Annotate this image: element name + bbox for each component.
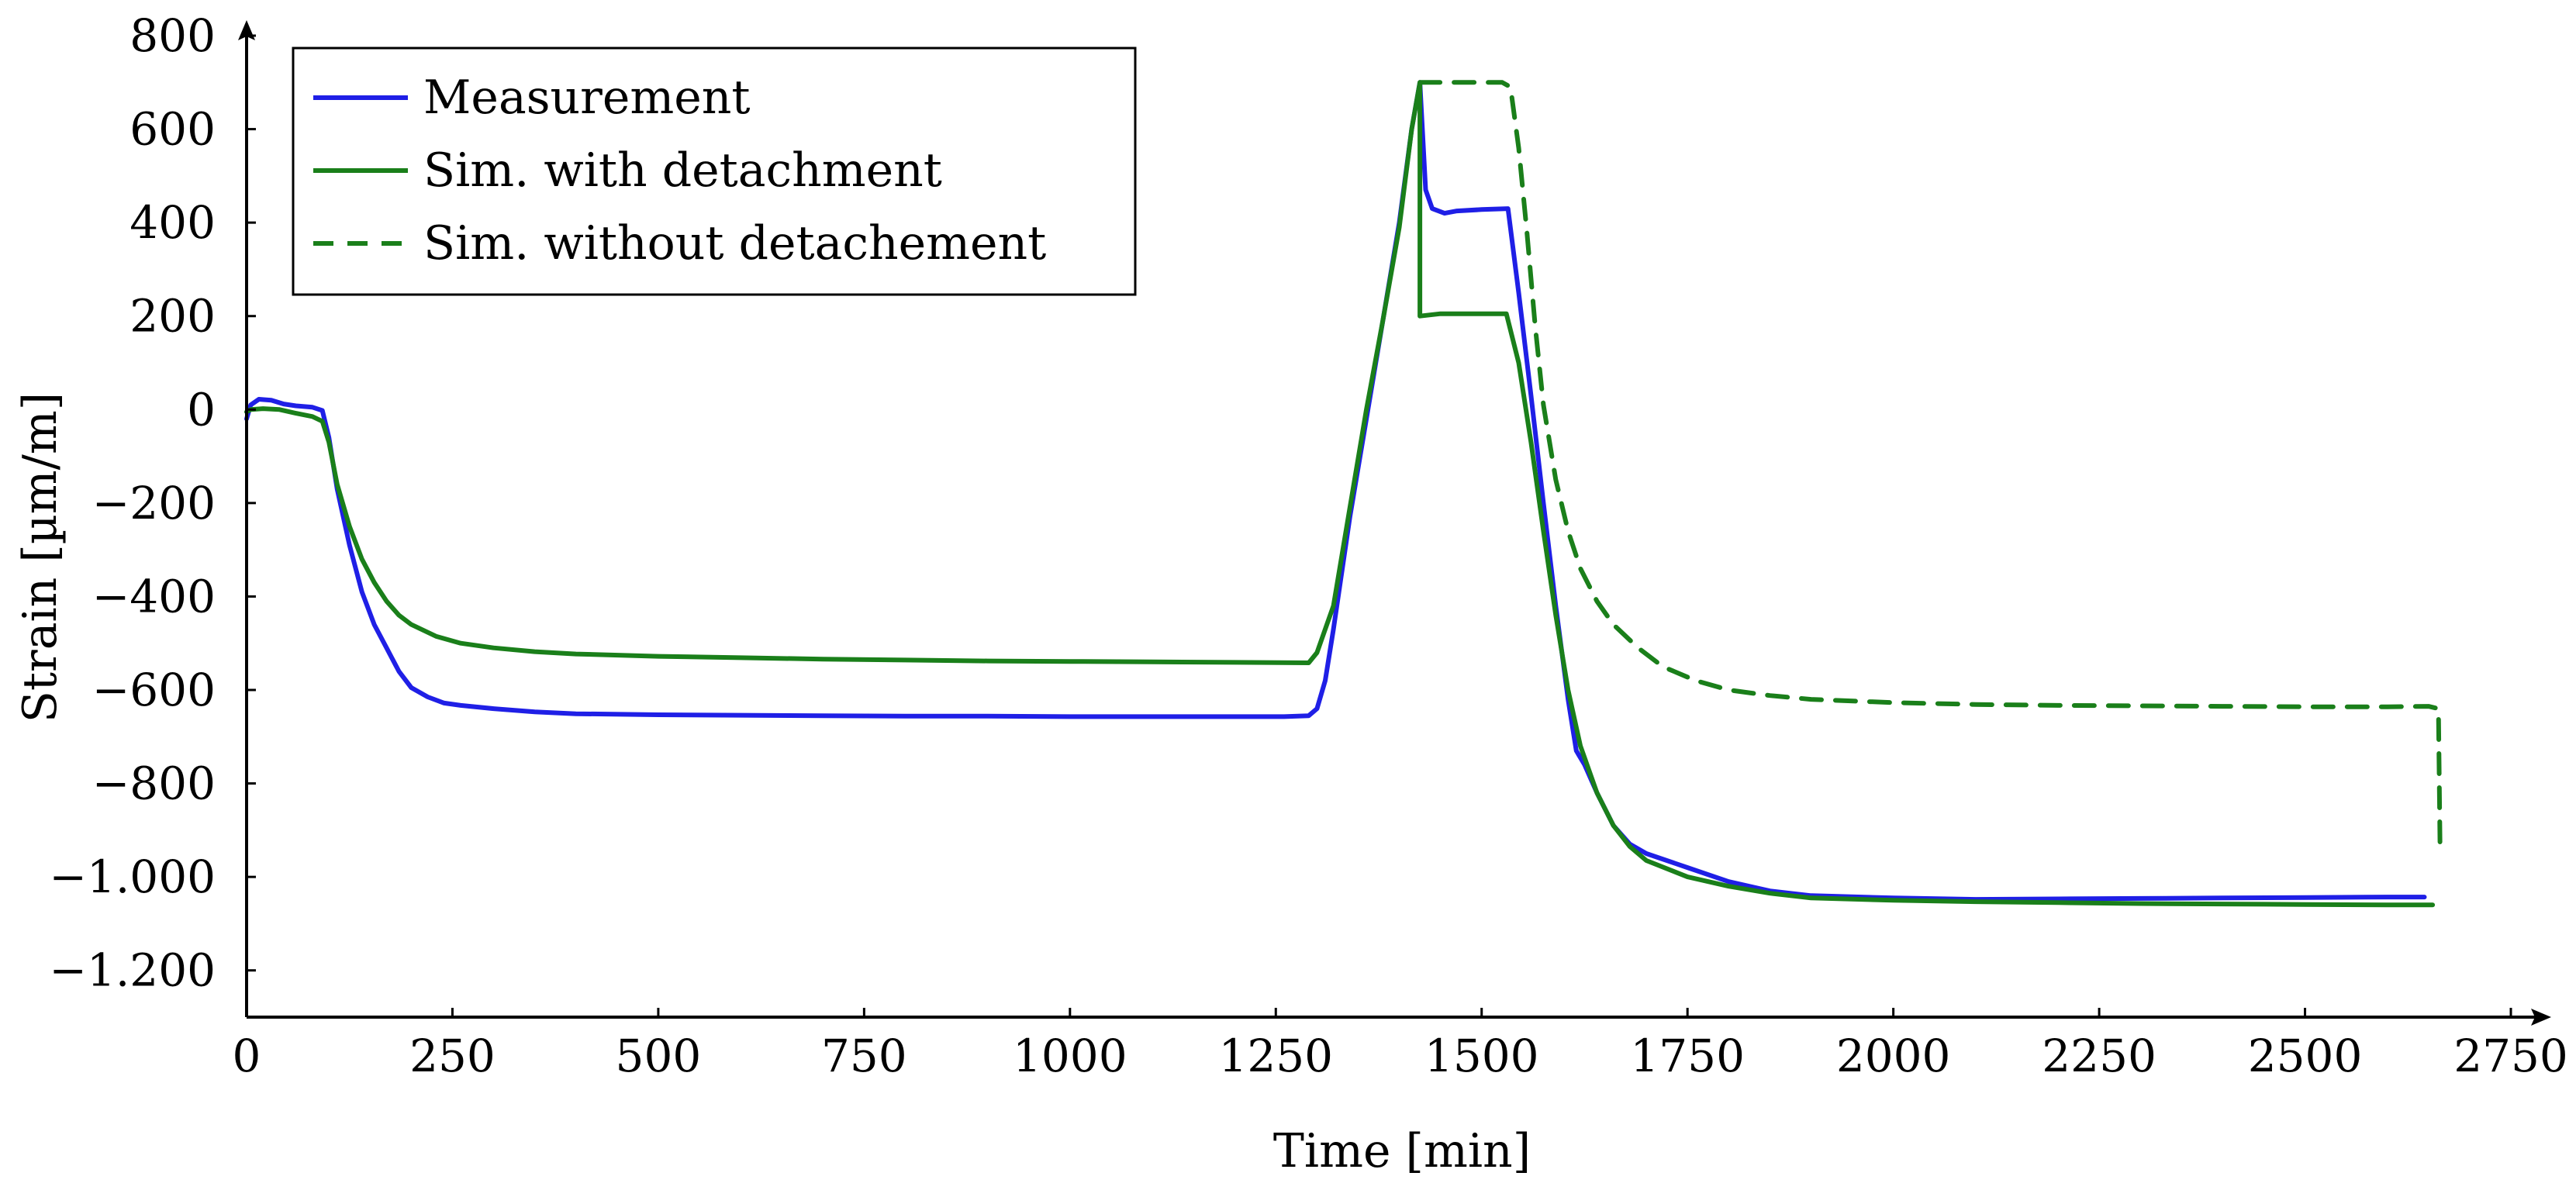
series-line-2 bbox=[1417, 80, 2443, 851]
legend: Measurement Sim. with detachment Sim. wi… bbox=[292, 47, 1137, 296]
x-tick-label: 1500 bbox=[1424, 1030, 1539, 1082]
y-tick-label: 200 bbox=[129, 290, 216, 343]
y-tick-label: 0 bbox=[187, 383, 216, 436]
y-tick-label: −400 bbox=[92, 570, 216, 623]
y-axis-label: Strain [µm/m] bbox=[13, 392, 67, 723]
y-tick-label: −600 bbox=[92, 664, 216, 716]
legend-entry-sim-with-detachment: Sim. with detachment bbox=[423, 143, 942, 198]
legend-entry-measurement: Measurement bbox=[423, 71, 751, 125]
x-tick-label: 2250 bbox=[2042, 1030, 2156, 1082]
axes bbox=[238, 20, 2551, 1026]
x-tick-label: 500 bbox=[616, 1030, 702, 1082]
x-tick-label: 1000 bbox=[1013, 1030, 1127, 1082]
y-tick-label: −800 bbox=[92, 757, 216, 810]
series-line-0 bbox=[244, 80, 2427, 902]
y-tick-label: −1.200 bbox=[49, 944, 216, 997]
x-tick-label: 750 bbox=[821, 1030, 907, 1082]
plot-area bbox=[244, 80, 2443, 908]
x-tick-label: 2500 bbox=[2248, 1030, 2363, 1082]
x-tick-label: 0 bbox=[233, 1030, 261, 1082]
legend-box bbox=[292, 47, 1137, 296]
y-tick-label: 800 bbox=[129, 9, 216, 62]
y-tick-label: −1.000 bbox=[49, 850, 216, 903]
x-tick-label: 250 bbox=[409, 1030, 496, 1082]
y-tick-label: 600 bbox=[129, 103, 216, 156]
x-axis-arrow bbox=[2531, 1009, 2551, 1026]
ticks: 0 250 500 750 1000 1250 1500 1750 2000 2250 2500 27… bbox=[49, 9, 2567, 1082]
x-tick-label: 1250 bbox=[1218, 1030, 1333, 1082]
y-tick-label: 400 bbox=[129, 196, 216, 249]
y-tick-label: −200 bbox=[92, 477, 216, 529]
legend-entry-sim-without-detachment: Sim. without detachement bbox=[423, 216, 1046, 271]
x-tick-label: 2000 bbox=[1836, 1030, 1951, 1082]
x-axis-label: Time [min] bbox=[1273, 1124, 1531, 1178]
x-tick-label: 1750 bbox=[1630, 1030, 1745, 1082]
series-line-1 bbox=[244, 80, 2436, 908]
x-tick-label: 2750 bbox=[2453, 1030, 2568, 1082]
